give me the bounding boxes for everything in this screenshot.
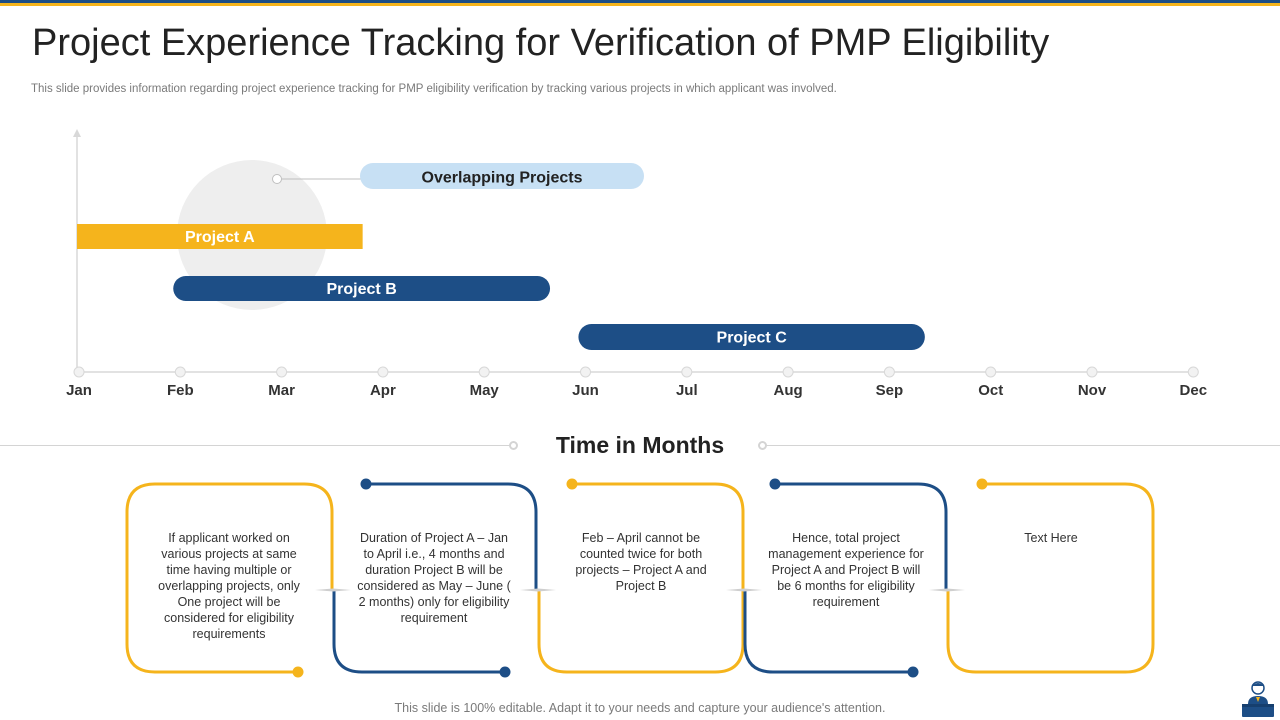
month-tick-dot [883, 366, 895, 378]
month-label-feb: Feb [167, 382, 194, 399]
month-label-dec: Dec [1180, 382, 1208, 399]
project-a-label: Project A [185, 229, 255, 246]
month-tick-dot [1187, 366, 1199, 378]
card-3-text: Feb – April cannot be counted twice for … [575, 531, 707, 593]
overlapping-projects-label: Overlapping Projects [422, 170, 583, 187]
seam-connector-4 [929, 588, 965, 592]
seam-connector-2 [520, 588, 556, 592]
month-label-jun: Jun [572, 382, 599, 399]
card-3-start-dot [566, 478, 578, 490]
card-3-frame-top [572, 482, 745, 590]
month-label-may: May [470, 382, 500, 399]
card-4-frame-top [775, 482, 948, 590]
card-4-text: Hence, total project management experien… [768, 531, 924, 609]
card-4-start-dot [769, 478, 781, 490]
explanation-flow [125, 478, 1155, 678]
section-divider-left [0, 445, 515, 446]
month-label-aug: Aug [774, 382, 803, 399]
seam-connector-1 [315, 588, 351, 592]
month-label-mar: Mar [268, 382, 295, 399]
card-3-frame-bottom [537, 590, 745, 674]
month-tick-dot [782, 366, 794, 378]
callout-leader-dot [272, 174, 282, 184]
presenter-at-podium-icon [1242, 681, 1274, 717]
axis-title-time-in-months: Time in Months [555, 432, 725, 458]
month-tick-dot [377, 366, 389, 378]
month-tick-dot [985, 366, 997, 378]
month-label-sep: Sep [876, 382, 904, 399]
month-tick-dot [73, 366, 85, 378]
project-c-bar [578, 324, 925, 350]
seam-connector-3 [726, 588, 762, 592]
month-tick-dot [276, 366, 288, 378]
slide-subtitle: This slide provides information regardin… [31, 83, 837, 95]
card-1-text: If applicant worked on various projects … [158, 531, 300, 641]
project-b-label: Project B [327, 281, 397, 298]
month-tick-dot [580, 366, 591, 378]
card-5-text: Text Here [1024, 531, 1078, 545]
top-accent-blue [0, 0, 1280, 3]
slide-title: Project Experience Tracking for Verifica… [32, 22, 1050, 64]
month-label-apr: Apr [370, 382, 396, 399]
card-5-frame [946, 482, 1155, 674]
section-divider-right [764, 445, 1280, 446]
section-divider-right-dot [758, 441, 767, 450]
month-tick-dot [1086, 366, 1098, 378]
project-c-label: Project C [717, 330, 788, 347]
slide-footer: This slide is 100% editable. Adapt it to… [394, 701, 886, 715]
y-axis-arrow [73, 129, 81, 137]
month-tick-dot [174, 366, 186, 378]
card-2-start-dot [360, 478, 372, 490]
card-2-text: Duration of Project A – Jan to April i.e… [357, 531, 511, 625]
month-label-jul: Jul [676, 382, 698, 399]
card-4-end-dot [907, 666, 919, 678]
month-label-oct: Oct [978, 382, 1003, 399]
card-2-frame-bottom [332, 590, 505, 674]
card-1-end-dot [292, 666, 304, 678]
month-label-jan: Jan [66, 382, 92, 399]
card-2-frame-top [366, 482, 538, 590]
top-accent-bar [0, 0, 1280, 6]
overlapping-projects-callout [360, 163, 644, 189]
top-accent-gold [0, 3, 1280, 6]
month-label-nov: Nov [1078, 382, 1107, 399]
section-divider-left-dot [509, 441, 518, 450]
project-timeline-chart: Jan Feb Mar Apr May Jun Jul Aug Sep Oct Nov Dec Over… [66, 129, 1208, 399]
project-a-bar [77, 224, 363, 249]
card-4-frame-bottom [743, 590, 913, 674]
project-b-bar [173, 276, 551, 301]
month-tick-dot [478, 366, 490, 378]
card-5-start-dot [976, 478, 988, 490]
month-tick-dot [681, 366, 693, 378]
card-1-frame [125, 482, 334, 674]
card-2-end-dot [499, 666, 511, 678]
